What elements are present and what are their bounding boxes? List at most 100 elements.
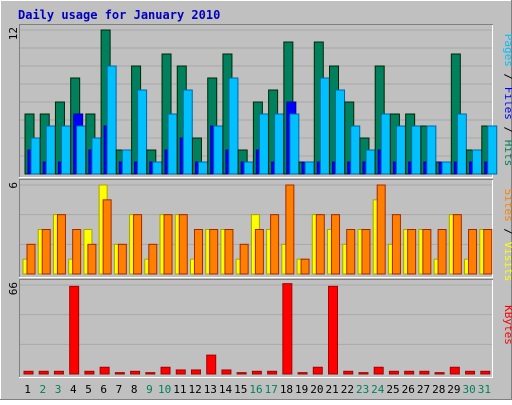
bar-sites-day-26: [407, 229, 417, 275]
legend-kbytes: KBytes: [502, 305, 512, 345]
x-label-day-7: 7: [116, 383, 123, 396]
bar-kbytes-day-9: [145, 372, 156, 375]
bar-pages-day-2: [45, 125, 56, 175]
bar-kbytes-day-2: [38, 370, 49, 375]
bar-pages-day-8: [137, 89, 148, 175]
bar-kbytes-day-7: [114, 372, 125, 375]
bar-sites-day-19: [300, 258, 310, 275]
bar-kbytes-day-18: [282, 283, 293, 375]
bar-sites-day-31: [483, 229, 493, 275]
bar-kbytes-day-13: [206, 354, 217, 375]
bar-sites-day-4: [72, 229, 82, 275]
bar-sites-day-11: [178, 214, 188, 275]
bar-sites-day-6: [102, 199, 112, 275]
x-label-day-12: 12: [188, 383, 201, 396]
legend-visits-sites: Sites / Visits: [502, 189, 512, 282]
bar-kbytes-day-25: [388, 370, 399, 375]
bar-kbytes-day-11: [175, 369, 186, 375]
bar-pages-day-12: [197, 161, 208, 175]
bar-pages-day-21: [335, 89, 346, 175]
x-label-day-14: 14: [219, 383, 233, 396]
bar-pages-day-15: [243, 161, 254, 175]
bar-sites-day-13: [209, 229, 219, 275]
bar-pages-day-3: [60, 125, 71, 175]
legend-separator: /: [502, 222, 512, 242]
bar-sites-day-27: [422, 229, 432, 275]
bar-kbytes-day-14: [221, 369, 232, 375]
legend-item-visits: Visits: [502, 242, 512, 282]
x-label-day-23: 23: [356, 383, 369, 396]
bar-pages-day-22: [350, 125, 361, 175]
x-label-day-19: 19: [295, 383, 308, 396]
x-label-day-4: 4: [70, 383, 77, 396]
legend-item-sites: Sites: [502, 189, 512, 222]
x-label-day-25: 25: [386, 383, 399, 396]
bar-pages-day-18: [289, 113, 300, 175]
bar-sites-day-21: [331, 214, 341, 275]
bar-pages-day-23: [365, 149, 376, 175]
bar-sites-day-7: [117, 243, 127, 275]
x-label-day-26: 26: [402, 383, 415, 396]
bar-pages-day-13: [213, 125, 224, 175]
bar-pages-day-27: [426, 125, 437, 175]
y-axis-max-label: 12: [7, 27, 20, 40]
bar-kbytes-day-23: [358, 372, 369, 375]
x-label-day-6: 6: [100, 383, 107, 396]
legend-item-files: Files: [502, 87, 512, 120]
bar-kbytes-day-3: [53, 370, 64, 375]
bar-kbytes-day-27: [419, 370, 430, 375]
bar-kbytes-day-24: [373, 366, 384, 375]
bar-kbytes-day-21: [328, 285, 339, 375]
x-label-day-31: 31: [478, 383, 491, 396]
bar-sites-day-24: [376, 184, 386, 275]
bar-kbytes-day-4: [69, 285, 80, 375]
bar-sites-day-23: [361, 229, 371, 275]
bar-sites-day-1: [26, 243, 36, 275]
bar-pages-day-14: [228, 77, 239, 175]
legend-item-pages: Pages: [502, 34, 512, 67]
bar-sites-day-17: [270, 214, 280, 275]
bar-kbytes-day-5: [84, 370, 95, 375]
x-label-day-22: 22: [341, 383, 354, 396]
bar-sites-day-20: [315, 214, 325, 275]
bar-kbytes-day-17: [267, 370, 278, 375]
bar-pages-day-25: [395, 125, 406, 175]
bar-kbytes-day-26: [404, 370, 415, 375]
x-label-day-29: 29: [447, 383, 460, 396]
x-label-day-27: 27: [417, 383, 430, 396]
legend-item-hits: Hits: [502, 140, 512, 167]
x-label-day-10: 10: [158, 383, 171, 396]
x-label-day-5: 5: [85, 383, 92, 396]
bar-kbytes-day-20: [312, 366, 323, 375]
bar-kbytes-day-19: [297, 372, 308, 375]
legend-separator: /: [502, 120, 512, 140]
chart-title: Daily usage for January 2010: [18, 8, 220, 22]
bar-sites-day-5: [87, 243, 97, 275]
bar-kbytes-day-15: [236, 372, 247, 375]
bar-kbytes-day-31: [480, 370, 491, 375]
bar-sites-day-16: [254, 229, 264, 275]
bar-sites-day-30: [468, 229, 478, 275]
bar-pages-day-11: [182, 89, 193, 175]
bar-pages-day-4: [76, 125, 87, 175]
bar-sites-day-12: [193, 229, 203, 275]
bar-pages-day-31: [487, 125, 498, 175]
y-axis-max-label: 6: [7, 182, 20, 189]
bar-pages-day-17: [274, 113, 285, 175]
bar-kbytes-day-6: [99, 366, 110, 375]
bar-pages-day-24: [380, 113, 391, 175]
bar-pages-day-9: [152, 161, 163, 175]
bar-kbytes-day-29: [449, 366, 460, 375]
bar-sites-day-9: [148, 243, 158, 275]
x-label-day-30: 30: [463, 383, 476, 396]
x-label-day-11: 11: [173, 383, 186, 396]
bar-sites-day-29: [452, 214, 462, 275]
panel-kbytes: 66 KBytes: [7, 279, 512, 378]
bar-pages-day-16: [258, 113, 269, 175]
x-label-day-28: 28: [432, 383, 445, 396]
x-axis-labels: 1 2 3 4 5 6 7 8 9 10 11 12 13 14 15 16 17 18 19 20 21 22 23 24 2…: [24, 383, 491, 396]
bar-kbytes-day-12: [190, 369, 201, 375]
bar-pages-day-6: [106, 65, 117, 175]
